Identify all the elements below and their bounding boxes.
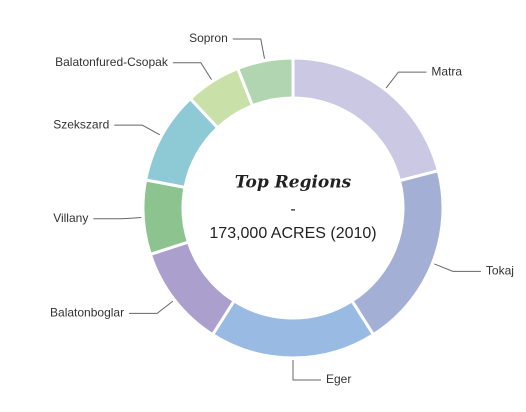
slice-label: Matra bbox=[431, 64, 462, 78]
chart-title: Top Regions bbox=[235, 173, 352, 193]
annotation: - bbox=[290, 201, 295, 218]
slice-label: Villany bbox=[53, 211, 88, 225]
slice-label: Balatonfured-Csopak bbox=[55, 55, 169, 69]
leader-line bbox=[292, 360, 321, 381]
leader-line bbox=[93, 217, 142, 220]
slice bbox=[210, 298, 376, 360]
slice-label: Sopron bbox=[189, 31, 228, 45]
slice-label: Tokaj bbox=[486, 263, 514, 277]
leader-line bbox=[129, 300, 174, 314]
slice bbox=[349, 168, 445, 337]
annotation: 173,000 ACRES (2010) bbox=[209, 225, 376, 242]
slice bbox=[235, 56, 295, 108]
slice-label: Szekszard bbox=[53, 117, 109, 131]
leader-line bbox=[385, 71, 427, 89]
slice-label: Balatonboglar bbox=[50, 306, 124, 320]
leader-line bbox=[172, 62, 212, 80]
leader-line bbox=[114, 124, 161, 136]
leader-line bbox=[434, 263, 481, 272]
slice bbox=[141, 178, 191, 257]
leader-line bbox=[232, 38, 266, 59]
slice-label: Eger bbox=[326, 372, 351, 386]
slices bbox=[141, 56, 445, 360]
slice bbox=[291, 56, 441, 183]
slice bbox=[148, 240, 237, 337]
